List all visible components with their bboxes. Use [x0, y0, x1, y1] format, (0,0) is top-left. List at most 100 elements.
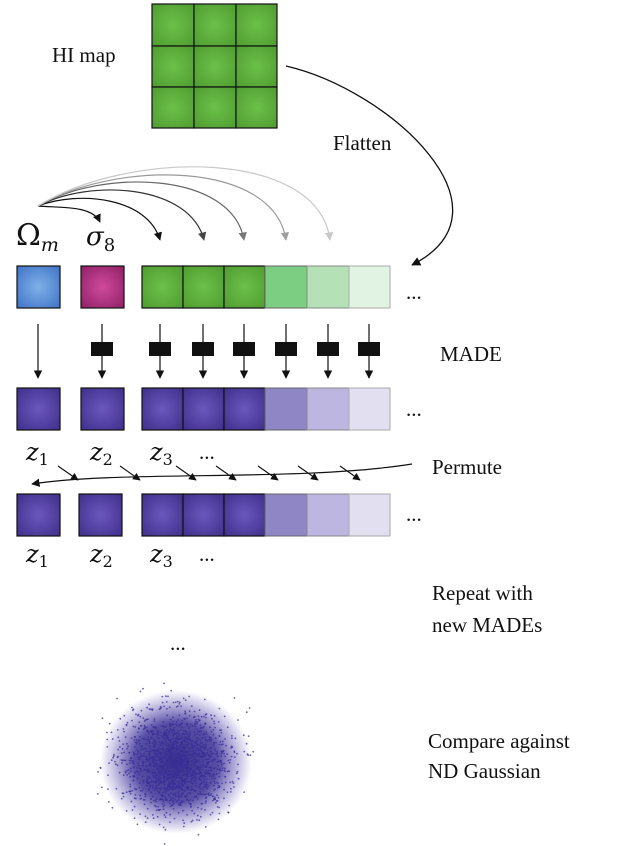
z1-label-row-2: z1	[25, 540, 49, 571]
gaussian-sample-point	[120, 797, 123, 800]
permute-label: Permute	[432, 455, 502, 479]
gaussian-sample-point	[173, 802, 175, 805]
gaussian-sample-point	[170, 724, 173, 727]
gaussian-sample-point	[180, 735, 183, 738]
gaussian-sample-point	[208, 766, 211, 769]
gaussian-sample-point	[180, 705, 183, 708]
gaussian-sample-point	[130, 800, 133, 803]
gaussian-sample-point	[183, 736, 186, 739]
gaussian-sample-point	[151, 742, 154, 745]
gaussian-sample-point	[142, 782, 145, 784]
gaussian-sample-point	[245, 742, 248, 745]
gaussian-sample-point	[180, 784, 182, 787]
gaussian-sample-point	[127, 769, 130, 771]
gaussian-sample-point	[172, 792, 175, 795]
gaussian-sample-point	[181, 791, 184, 794]
gaussian-sample-point	[189, 750, 192, 753]
gaussian-sample-point	[201, 736, 204, 739]
gaussian-sample-point	[132, 762, 135, 765]
gaussian-sample-point	[170, 799, 173, 801]
gaussian-sample-point	[161, 758, 164, 760]
gaussian-sample-point	[199, 724, 202, 727]
gaussian-sample-point	[116, 764, 119, 767]
gaussian-sample-point	[233, 750, 236, 753]
gaussian-sample-point	[187, 800, 190, 802]
gaussian-sample-point	[157, 733, 160, 736]
gaussian-sample-point	[221, 740, 224, 743]
gaussian-sample-point	[211, 799, 214, 802]
gaussian-sample-point	[171, 732, 173, 735]
gaussian-sample-point	[218, 734, 221, 737]
gaussian-scatter	[96, 682, 255, 845]
gaussian-sample-point	[193, 751, 195, 754]
gaussian-sample-point	[204, 736, 207, 739]
gaussian-sample-point	[170, 777, 172, 779]
gaussian-sample-point	[218, 775, 221, 778]
gaussian-sample-point	[214, 777, 216, 780]
gaussian-sample-point	[131, 809, 134, 811]
gaussian-sample-point	[172, 740, 175, 743]
gaussian-sample-point	[156, 764, 158, 766]
gaussian-sample-point	[193, 746, 196, 748]
gaussian-sample-point	[175, 801, 178, 803]
gaussian-sample-point	[115, 787, 118, 790]
gaussian-sample-point	[180, 768, 183, 770]
gaussian-sample-point	[183, 733, 186, 735]
gaussian-sample-point	[180, 777, 183, 779]
gaussian-sample-point	[160, 782, 163, 785]
gaussian-sample-point	[204, 766, 207, 768]
latent-row-2-ellipsis: ...	[406, 502, 422, 526]
gaussian-sample-point	[134, 771, 137, 774]
gaussian-sample-point	[215, 773, 218, 776]
pixel-box-1	[141, 265, 184, 309]
gaussian-sample-point	[145, 718, 148, 721]
gaussian-sample-point	[185, 767, 187, 769]
gaussian-sample-point	[148, 755, 151, 758]
gaussian-sample-point	[178, 804, 181, 806]
gaussian-sample-point	[146, 778, 149, 781]
gaussian-sample-point	[178, 701, 181, 704]
gaussian-sample-point	[208, 738, 211, 741]
gaussian-sample-point	[206, 749, 209, 751]
gaussian-sample-point	[200, 771, 202, 774]
gaussian-sample-point	[194, 720, 197, 723]
gaussian-sample-point	[158, 777, 160, 779]
gaussian-sample-point	[186, 786, 189, 789]
gaussian-sample-point	[155, 752, 158, 755]
gaussian-sample-point	[165, 748, 168, 750]
gaussian-sample-point	[169, 813, 172, 816]
gaussian-sample-point	[140, 748, 143, 751]
gaussian-sample-point	[202, 760, 205, 763]
gaussian-sample-point	[177, 718, 180, 721]
gaussian-sample-point	[191, 740, 194, 743]
gaussian-sample-point	[215, 753, 217, 755]
gaussian-sample-point	[190, 785, 193, 788]
gaussian-sample-point	[168, 744, 171, 747]
gaussian-sample-point	[143, 769, 146, 771]
gaussian-sample-point	[193, 765, 196, 768]
gaussian-sample-point	[195, 773, 198, 776]
gaussian-sample-point	[182, 767, 185, 770]
gaussian-sample-point	[159, 742, 162, 745]
gaussian-sample-point	[153, 789, 156, 792]
gaussian-sample-point	[135, 741, 138, 744]
gaussian-sample-point	[157, 779, 160, 782]
gaussian-sample-point	[165, 752, 167, 755]
gaussian-sample-point	[210, 736, 212, 739]
z2-label-row-2: z2	[89, 540, 113, 571]
gaussian-sample-point	[137, 731, 139, 733]
gaussian-sample-point	[181, 769, 184, 772]
gaussian-sample-point	[155, 733, 158, 735]
gaussian-sample-point	[205, 743, 207, 746]
gaussian-sample-point	[169, 770, 172, 773]
gaussian-sample-point	[138, 721, 141, 723]
gaussian-sample-point	[150, 801, 153, 804]
gaussian-sample-point	[166, 798, 168, 801]
gaussian-sample-point	[211, 760, 213, 763]
gaussian-sample-point	[160, 747, 163, 750]
gaussian-sample-point	[168, 752, 171, 754]
gaussian-sample-point	[173, 730, 176, 732]
gaussian-sample-point	[199, 734, 201, 737]
gaussian-sample-point	[150, 708, 152, 711]
gaussian-sample-point	[174, 793, 176, 796]
